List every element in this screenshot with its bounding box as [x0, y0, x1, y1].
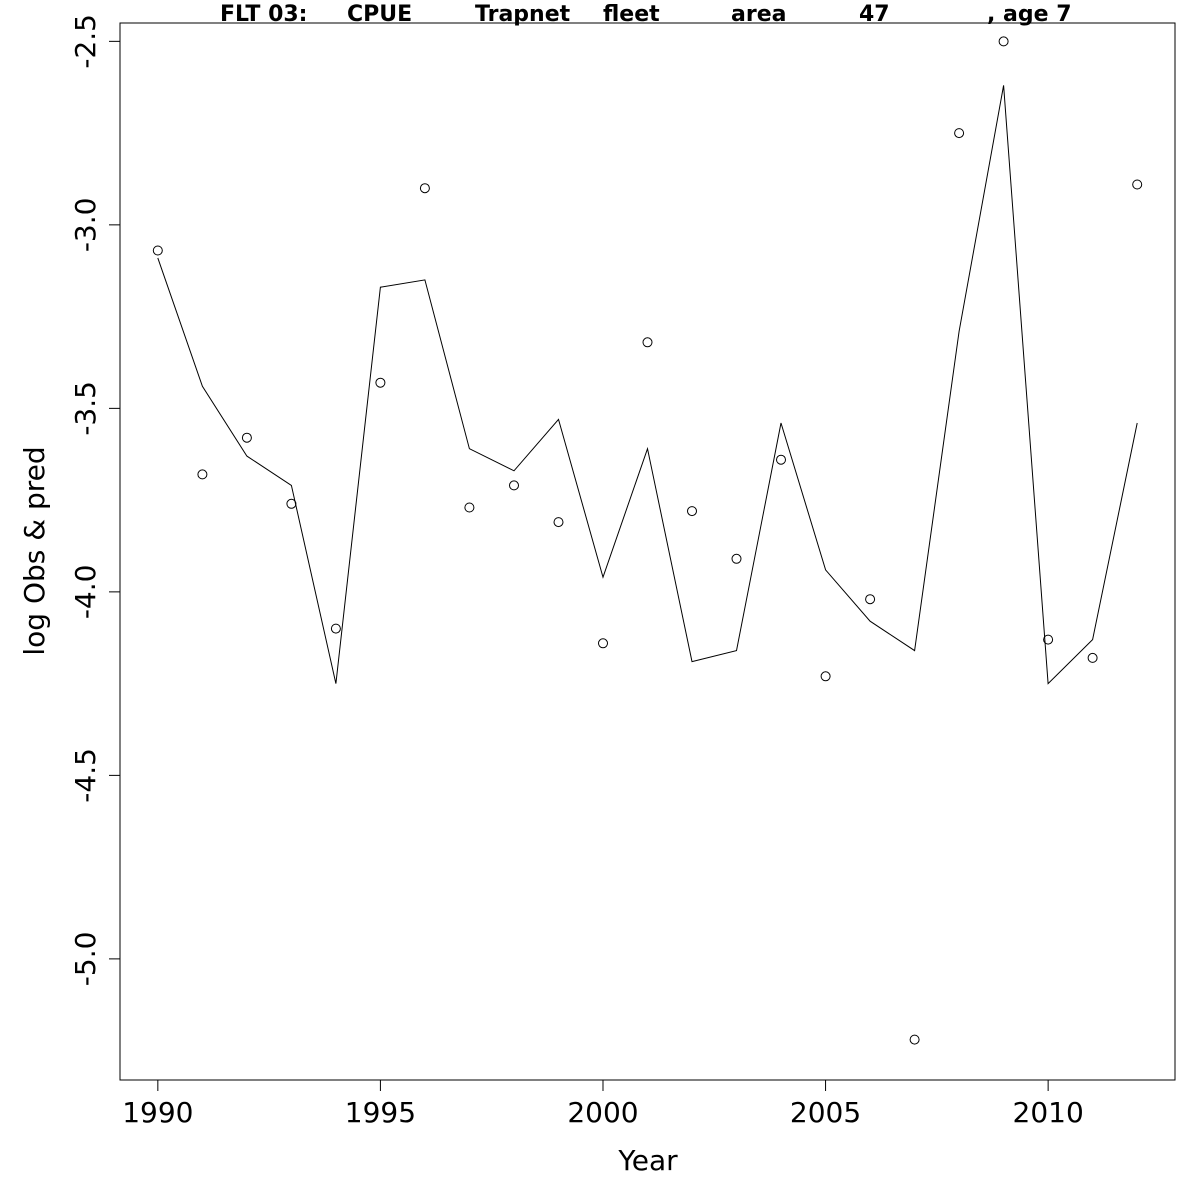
title-word-5: area [731, 2, 786, 27]
plot-frame [119, 22, 1176, 1081]
x-tick-label: 1990 [122, 1096, 193, 1129]
observed-point [286, 498, 297, 509]
observed-point [687, 506, 697, 517]
title-word-1: FLT 03: [220, 2, 307, 27]
observed-point [1043, 634, 1054, 645]
observed-point [820, 671, 831, 682]
predicted-series [157, 85, 1138, 685]
observed-point [909, 1034, 920, 1045]
y-tick-label: -4.5 [69, 748, 102, 803]
observed-point [197, 469, 208, 480]
predicted-line [157, 85, 1138, 685]
title-word-4: fleet [603, 2, 660, 27]
observed-point [152, 245, 163, 256]
x-tick-label: 1995 [345, 1096, 416, 1129]
observed-point [553, 517, 564, 528]
observed-point [330, 623, 341, 634]
observed-point [954, 128, 965, 139]
observed-point [509, 480, 519, 491]
title-word-7: , age 7 [987, 2, 1072, 27]
observed-point [998, 36, 1009, 47]
x-axis-label: Year [617, 1144, 678, 1177]
x-tick-label: 2005 [790, 1096, 861, 1129]
observed-point [241, 432, 252, 443]
observed-series [152, 36, 1143, 1045]
x-axis: 1990 1995 2000 2005 2010 [122, 1079, 1084, 1129]
x-tick-label: 2010 [1013, 1096, 1084, 1129]
y-axis: -2.5 -3.0 -3.5 -4.0 -4.5 -5.0 [69, 14, 121, 987]
y-axis-label: log Obs & pred [18, 446, 51, 655]
y-tick-label: -3.5 [69, 381, 102, 436]
observed-point [1087, 652, 1098, 663]
title-word-2: CPUE [347, 2, 412, 27]
observed-point [731, 553, 742, 564]
x-tick-label: 2000 [567, 1096, 638, 1129]
observed-point [464, 502, 475, 513]
observed-point [1132, 179, 1143, 190]
observed-point [375, 377, 386, 388]
observed-point [776, 454, 786, 465]
observed-point [865, 594, 876, 605]
title-word-3: Trapnet [475, 2, 571, 27]
observed-point [642, 337, 653, 348]
y-tick-label: -4.0 [69, 565, 102, 620]
chart-title: FLT 03: CPUE Trapnet fleet area 47 , age… [220, 2, 1072, 27]
y-tick-label: -5.0 [69, 932, 102, 987]
observed-point [419, 183, 430, 194]
observed-point [598, 638, 608, 649]
title-word-6: 47 [859, 2, 890, 27]
y-tick-label: -3.0 [69, 198, 102, 253]
y-tick-label: -2.5 [69, 14, 102, 69]
